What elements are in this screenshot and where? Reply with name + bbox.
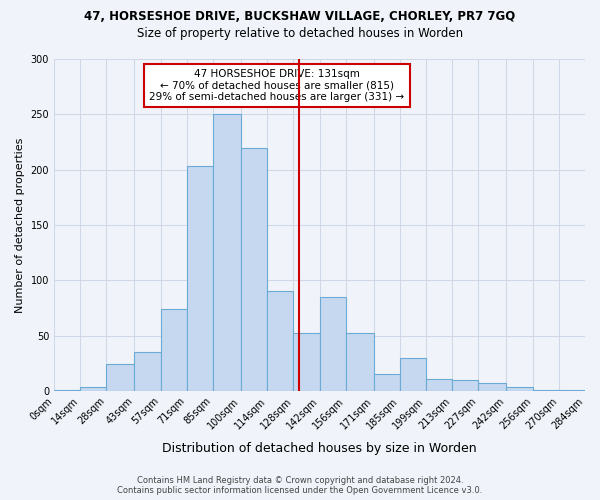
Bar: [346, 334, 374, 391]
Bar: [533, 390, 559, 391]
X-axis label: Distribution of detached houses by size in Worden: Distribution of detached houses by size …: [162, 442, 477, 455]
Bar: [213, 114, 241, 391]
Bar: [478, 384, 506, 391]
Text: 47 HORSESHOE DRIVE: 131sqm
← 70% of detached houses are smaller (815)
29% of sem: 47 HORSESHOE DRIVE: 131sqm ← 70% of deta…: [149, 69, 404, 102]
Bar: [426, 379, 452, 391]
Y-axis label: Number of detached properties: Number of detached properties: [15, 138, 25, 312]
Bar: [267, 292, 293, 391]
Bar: [293, 334, 320, 391]
Bar: [161, 309, 187, 391]
Text: 47, HORSESHOE DRIVE, BUCKSHAW VILLAGE, CHORLEY, PR7 7GQ: 47, HORSESHOE DRIVE, BUCKSHAW VILLAGE, C…: [85, 10, 515, 23]
Bar: [54, 390, 80, 391]
Bar: [559, 390, 585, 391]
Bar: [374, 374, 400, 391]
Bar: [106, 364, 134, 391]
Text: Contains HM Land Registry data © Crown copyright and database right 2024.
Contai: Contains HM Land Registry data © Crown c…: [118, 476, 482, 495]
Bar: [187, 166, 213, 391]
Bar: [400, 358, 426, 391]
Bar: [134, 352, 161, 391]
Bar: [452, 380, 478, 391]
Bar: [320, 297, 346, 391]
Bar: [80, 386, 106, 391]
Text: Size of property relative to detached houses in Worden: Size of property relative to detached ho…: [137, 28, 463, 40]
Bar: [506, 386, 533, 391]
Bar: [241, 148, 267, 391]
